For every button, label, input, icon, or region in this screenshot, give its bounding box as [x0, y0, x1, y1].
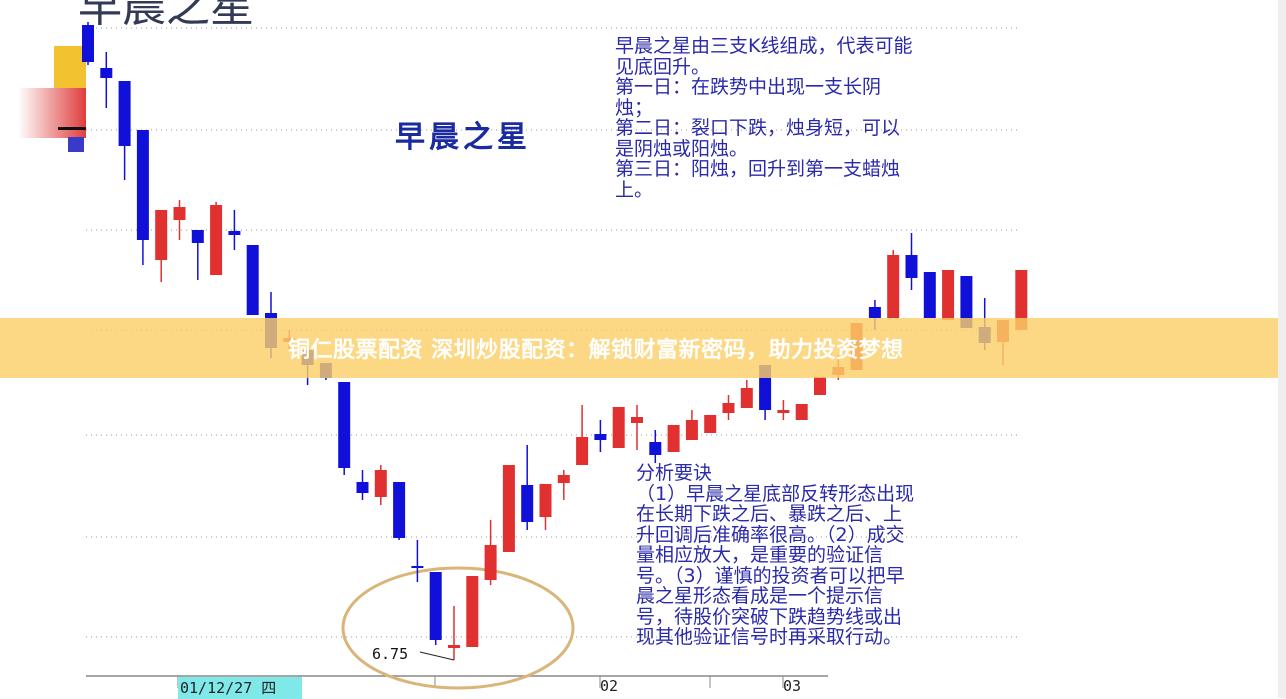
candle-body	[722, 403, 735, 413]
page-edge	[1278, 0, 1286, 698]
candle-body	[868, 307, 881, 318]
candle-body	[539, 484, 552, 517]
chart-title: 早晨之星	[78, 0, 254, 32]
overlay-banner: 铜仁股票配资 深圳炒股配资：解锁财富新密码，助力投资梦想	[0, 318, 1286, 378]
candle-body	[136, 130, 149, 240]
decor-line	[58, 127, 86, 130]
text-line: 晨之星形态看成是一个提示信	[636, 585, 884, 607]
text-line: 烛；	[615, 96, 654, 119]
text-line: 早晨之星由三支K线组成，代表可能	[615, 35, 913, 57]
candle-body	[795, 404, 808, 420]
text-line: 在长期下跌之后、暴跌之后、上	[636, 503, 903, 525]
candle-body	[960, 276, 973, 328]
text-line: 第二日：裂口下跌，烛身短，可以	[615, 117, 901, 139]
analysis-tips: 分析要诀 （1）早晨之星底部反转形态出现 在长期下跌之后、暴跌之后、上 升回调后准确率…	[636, 463, 1011, 648]
candle-body	[887, 255, 900, 318]
text-line: 号，待股价突破下跌趋势线或出	[636, 605, 903, 628]
low-price-annotation: 6.75	[372, 645, 409, 663]
candle-body	[740, 388, 753, 408]
candle-body	[210, 205, 223, 275]
text-line: 第三日：阳烛，回升到第一支蜡烛	[615, 158, 901, 180]
annotation-leader	[419, 651, 455, 661]
candle-body	[118, 81, 131, 146]
candle-body	[594, 434, 607, 440]
text-line: 分析要诀	[636, 462, 713, 484]
candle-body	[905, 255, 918, 278]
candle-body	[814, 377, 826, 395]
candle-body	[228, 231, 241, 235]
text-line: 升回调后准确率很高。（2）成交	[636, 523, 905, 546]
candle-body	[173, 207, 186, 220]
candle-body	[612, 407, 625, 448]
x-tick-label: 02	[600, 677, 619, 695]
text-line: 第一日：在跌势中出现一支长阴	[615, 76, 882, 98]
candle-body	[448, 645, 460, 648]
candle-body	[521, 485, 534, 522]
candle-body	[1015, 270, 1028, 330]
x-tick-label: 03	[783, 677, 802, 695]
x-tick-label: 01/12/27 四	[178, 677, 302, 699]
candle-body	[82, 25, 94, 62]
pattern-description: 早晨之星由三支K线组成，代表可能 见底回升。 第一日：在跌势中出现一支长阴 烛； 第二日…	[615, 36, 1015, 200]
candle-body	[374, 470, 387, 497]
candle-body	[576, 437, 589, 465]
candle-body	[923, 272, 936, 318]
candle-body	[411, 566, 424, 568]
candle-body	[484, 545, 497, 580]
candle-body	[557, 475, 570, 483]
text-line: 见底回升。	[615, 55, 711, 78]
candle-body	[356, 482, 369, 493]
candle-body	[466, 576, 479, 647]
candle-body	[393, 482, 406, 538]
candle-body	[667, 425, 680, 452]
candle-body	[429, 572, 442, 640]
candle-body	[502, 465, 515, 552]
candle-body	[155, 210, 168, 260]
highlight-circle	[341, 566, 575, 690]
text-line: （1）早晨之星底部反转形态出现	[636, 482, 915, 505]
banner-text: 铜仁股票配资 深圳炒股配资：解锁财富新密码，助力投资梦想	[288, 338, 904, 363]
candle-body	[100, 68, 113, 78]
candle-body	[338, 382, 351, 468]
text-line: 现其他验证信号时再采取行动。	[636, 626, 903, 648]
candle-body	[631, 417, 643, 423]
text-line: 上。	[615, 178, 654, 201]
text-line: 量相应放大，是重要的验证信	[636, 544, 884, 566]
decor-blue-square	[68, 137, 84, 152]
text-line: 号。（3）谨慎的投资者可以把早	[636, 564, 905, 587]
chart-subtitle: 早晨之星	[395, 120, 531, 155]
candle-body	[649, 442, 662, 455]
decor-yellow-square	[54, 46, 86, 88]
text-line: 是阴烛或阳烛。	[615, 137, 749, 160]
candle-body	[942, 270, 955, 320]
candle-body	[685, 420, 698, 440]
candle-body	[191, 230, 204, 243]
candle-body	[777, 410, 790, 413]
candle-body	[246, 245, 259, 315]
candle-body	[704, 415, 717, 433]
